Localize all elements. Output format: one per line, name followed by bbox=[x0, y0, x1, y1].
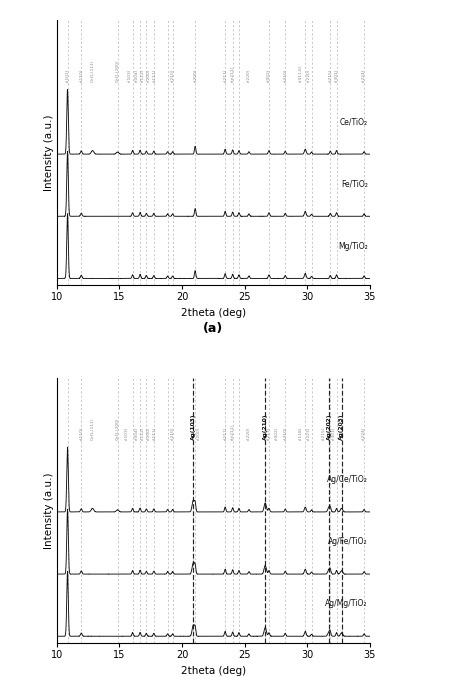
Text: r(301): r(301) bbox=[331, 427, 336, 440]
Text: Mg/TiO₂: Mg/TiO₂ bbox=[338, 242, 368, 250]
Text: CeO₂(111): CeO₂(111) bbox=[91, 418, 94, 440]
Y-axis label: Intensity (a.u.): Intensity (a.u.) bbox=[44, 114, 54, 191]
Text: Fe/TiO₂: Fe/TiO₂ bbox=[341, 179, 368, 188]
Text: r(220): r(220) bbox=[306, 69, 310, 83]
Text: r(310): r(310) bbox=[283, 427, 287, 440]
Text: r(210): r(210) bbox=[171, 427, 174, 440]
Text: r(200): r(200) bbox=[193, 69, 197, 83]
Text: r(004): r(004) bbox=[134, 69, 138, 83]
Text: r(211): r(211) bbox=[223, 427, 227, 440]
Text: r(002): r(002) bbox=[267, 69, 271, 83]
Text: Ag(210): Ag(210) bbox=[263, 414, 268, 440]
Text: r(220): r(220) bbox=[247, 69, 251, 83]
Text: r(111): r(111) bbox=[153, 427, 157, 440]
Text: CeO₂(200): CeO₂(200) bbox=[116, 60, 119, 83]
Text: r(118): r(118) bbox=[299, 427, 303, 440]
Text: CeO₂(111): CeO₂(111) bbox=[91, 60, 94, 83]
Text: r(e211): r(e211) bbox=[231, 66, 235, 83]
Text: r(112): r(112) bbox=[141, 69, 145, 83]
Text: r(002): r(002) bbox=[274, 427, 279, 440]
Text: r(213): r(213) bbox=[267, 427, 271, 440]
Text: r(200): r(200) bbox=[197, 427, 201, 440]
Text: r(215): r(215) bbox=[322, 427, 326, 440]
Text: Ag/Mg/TiO₂: Ag/Mg/TiO₂ bbox=[325, 599, 368, 609]
Text: Ag(203): Ag(203) bbox=[339, 414, 344, 440]
Text: r(224): r(224) bbox=[362, 69, 366, 83]
Text: r(220): r(220) bbox=[247, 427, 251, 440]
Text: Ce/TiO₂: Ce/TiO₂ bbox=[340, 117, 368, 126]
Text: CeO₂(200): CeO₂(200) bbox=[116, 418, 119, 440]
Text: r(103): r(103) bbox=[125, 427, 129, 440]
Text: r(211): r(211) bbox=[223, 69, 227, 83]
Text: r(110): r(110) bbox=[79, 427, 83, 440]
Y-axis label: Intensity (a.u.): Intensity (a.u.) bbox=[44, 473, 54, 549]
Text: Ag(202): Ag(202) bbox=[327, 414, 331, 440]
Text: r(200): r(200) bbox=[147, 69, 151, 83]
Text: Ag/Fe/TiO₂: Ag/Fe/TiO₂ bbox=[328, 538, 368, 546]
Text: r(103): r(103) bbox=[128, 69, 131, 83]
Text: r(224): r(224) bbox=[362, 427, 366, 440]
X-axis label: 2theta (deg): 2theta (deg) bbox=[181, 308, 246, 318]
Text: r(112): r(112) bbox=[141, 427, 145, 440]
Text: r(111): r(111) bbox=[153, 69, 157, 83]
X-axis label: 2theta (deg): 2theta (deg) bbox=[181, 665, 246, 676]
Text: r(310): r(310) bbox=[283, 69, 287, 83]
Text: Ag/Ce/TiO₂: Ag/Ce/TiO₂ bbox=[327, 475, 368, 484]
Text: r(110): r(110) bbox=[79, 69, 83, 83]
Text: r(215): r(215) bbox=[328, 69, 332, 83]
Text: r(223): r(223) bbox=[306, 427, 310, 440]
Text: r(301): r(301) bbox=[335, 69, 338, 83]
Text: r(004): r(004) bbox=[134, 427, 138, 440]
Text: r(210): r(210) bbox=[171, 69, 174, 83]
Text: r(200): r(200) bbox=[147, 427, 151, 440]
Text: Ag(103): Ag(103) bbox=[191, 414, 196, 440]
Text: r(101): r(101) bbox=[65, 69, 70, 83]
Text: r(411,6): r(411,6) bbox=[299, 65, 303, 83]
Text: (a): (a) bbox=[203, 322, 223, 336]
Text: r(e211): r(e211) bbox=[231, 424, 235, 440]
